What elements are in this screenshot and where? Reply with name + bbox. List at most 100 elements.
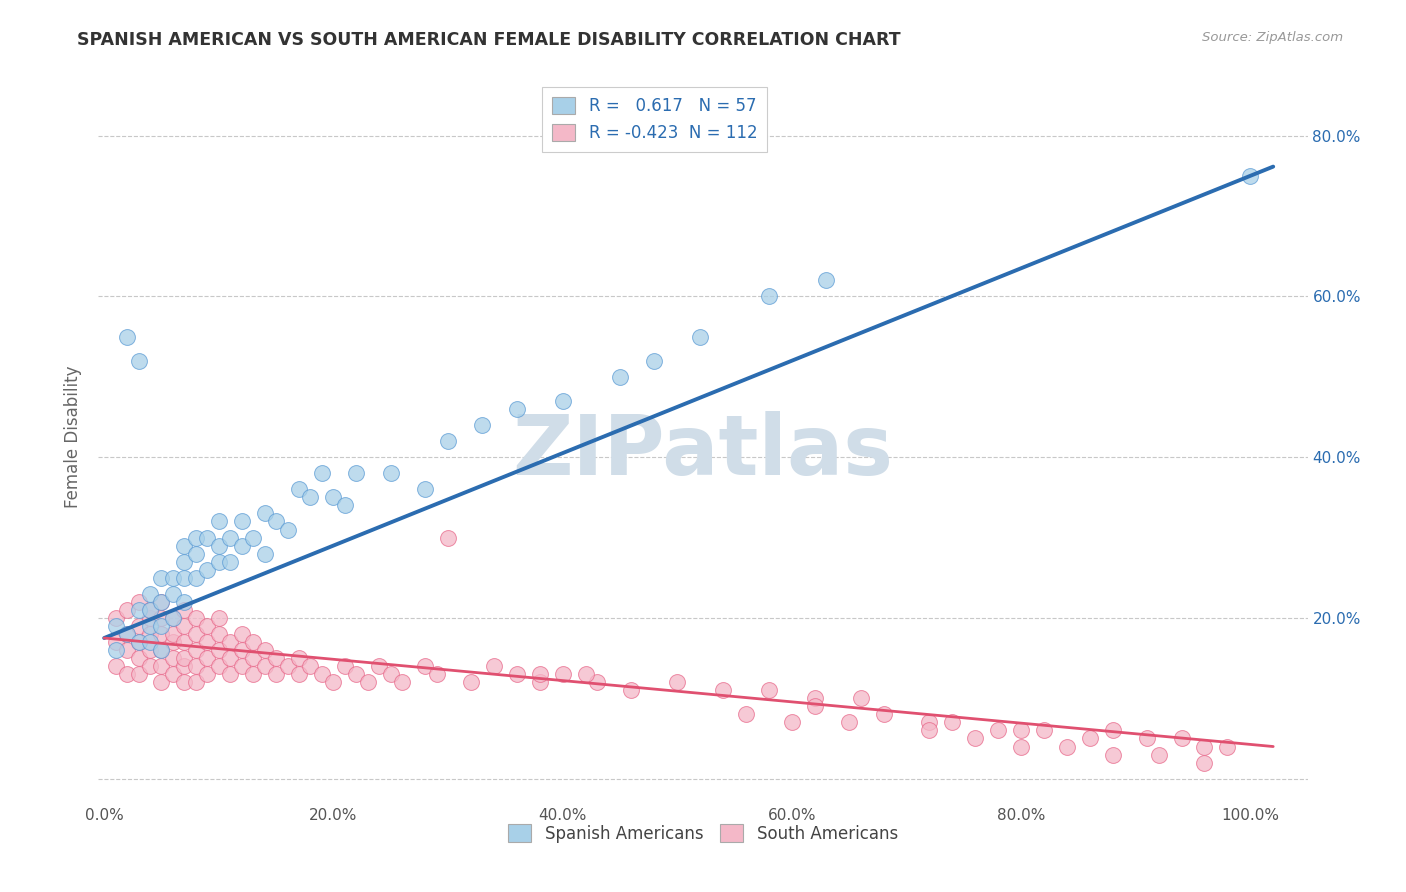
Point	[333, 659, 356, 673]
Point	[437, 531, 460, 545]
Point	[482, 659, 505, 673]
Point	[208, 627, 231, 641]
Point	[219, 651, 242, 665]
Point	[208, 611, 231, 625]
Point	[150, 643, 173, 657]
Point	[1136, 731, 1159, 746]
Point	[139, 611, 162, 625]
Point	[1010, 723, 1032, 738]
Point	[208, 515, 231, 529]
Point	[173, 555, 195, 569]
Point	[357, 675, 380, 690]
Point	[758, 683, 780, 698]
Point	[918, 723, 941, 738]
Point	[115, 329, 138, 343]
Point	[219, 555, 242, 569]
Point	[184, 611, 207, 625]
Point	[128, 603, 150, 617]
Point	[1194, 739, 1216, 754]
Point	[231, 539, 253, 553]
Point	[277, 659, 299, 673]
Point	[173, 539, 195, 553]
Point	[586, 675, 609, 690]
Point	[1147, 747, 1170, 762]
Point	[104, 635, 127, 649]
Point	[253, 507, 276, 521]
Point	[264, 651, 287, 665]
Point	[253, 643, 276, 657]
Point	[1056, 739, 1078, 754]
Point	[666, 675, 689, 690]
Point	[104, 611, 127, 625]
Point	[288, 651, 311, 665]
Point	[368, 659, 391, 673]
Point	[150, 619, 173, 633]
Point	[264, 667, 287, 681]
Point	[506, 667, 529, 681]
Point	[128, 635, 150, 649]
Point	[150, 627, 173, 641]
Point	[506, 401, 529, 416]
Point	[184, 659, 207, 673]
Legend: Spanish Americans, South Americans: Spanish Americans, South Americans	[502, 818, 904, 849]
Point	[184, 675, 207, 690]
Point	[195, 651, 218, 665]
Point	[780, 715, 803, 730]
Point	[1170, 731, 1192, 746]
Text: Source: ZipAtlas.com: Source: ZipAtlas.com	[1202, 31, 1343, 45]
Point	[333, 499, 356, 513]
Point	[128, 353, 150, 368]
Point	[380, 667, 402, 681]
Point	[437, 434, 460, 449]
Point	[322, 675, 344, 690]
Point	[184, 531, 207, 545]
Point	[150, 595, 173, 609]
Point	[551, 667, 574, 681]
Point	[184, 627, 207, 641]
Point	[139, 627, 162, 641]
Point	[115, 643, 138, 657]
Point	[231, 627, 253, 641]
Point	[139, 643, 162, 657]
Point	[219, 635, 242, 649]
Point	[620, 683, 643, 698]
Point	[391, 675, 413, 690]
Point	[849, 691, 872, 706]
Point	[219, 667, 242, 681]
Point	[162, 611, 184, 625]
Point	[1078, 731, 1101, 746]
Point	[219, 531, 242, 545]
Point	[128, 619, 150, 633]
Point	[311, 667, 333, 681]
Point	[139, 659, 162, 673]
Point	[150, 571, 173, 585]
Point	[162, 635, 184, 649]
Point	[231, 643, 253, 657]
Point	[965, 731, 987, 746]
Point	[711, 683, 734, 698]
Point	[115, 667, 138, 681]
Point	[471, 417, 494, 432]
Point	[918, 715, 941, 730]
Point	[195, 635, 218, 649]
Point	[689, 329, 711, 343]
Point	[115, 627, 138, 641]
Point	[253, 659, 276, 673]
Point	[803, 699, 825, 714]
Point	[173, 619, 195, 633]
Point	[838, 715, 860, 730]
Point	[242, 635, 264, 649]
Point	[380, 467, 402, 481]
Point	[195, 619, 218, 633]
Point	[173, 659, 195, 673]
Point	[184, 571, 207, 585]
Point	[299, 491, 322, 505]
Point	[242, 651, 264, 665]
Point	[551, 393, 574, 408]
Point	[311, 467, 333, 481]
Point	[344, 467, 367, 481]
Point	[104, 643, 127, 657]
Point	[104, 659, 127, 673]
Point	[150, 595, 173, 609]
Point	[150, 643, 173, 657]
